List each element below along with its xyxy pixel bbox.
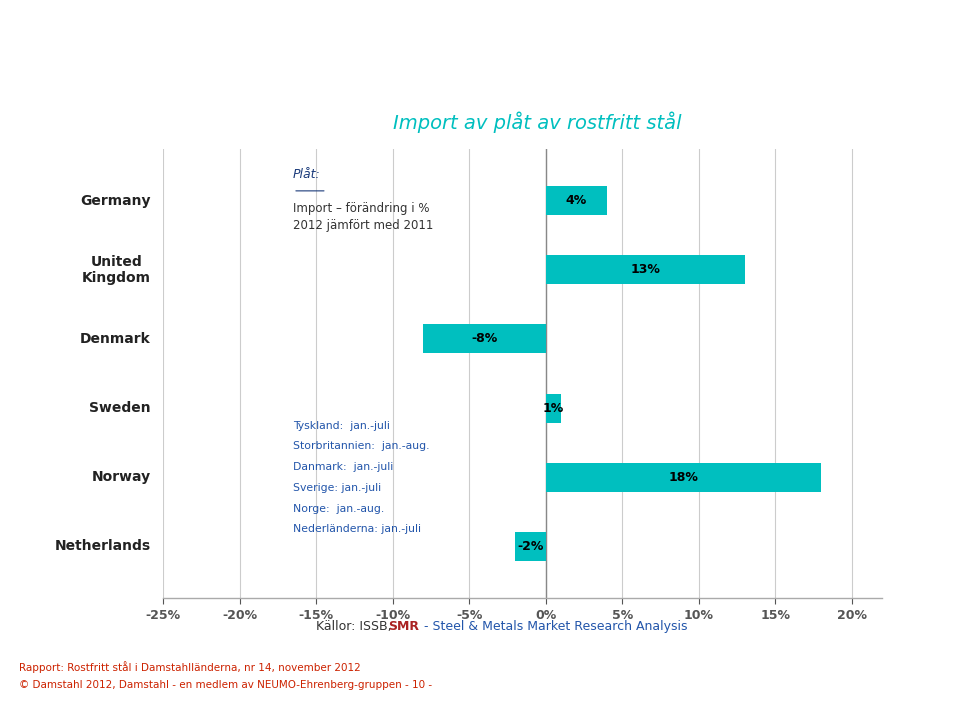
Text: United
Kingdom: United Kingdom: [82, 255, 151, 285]
Bar: [546, 186, 607, 215]
Text: Import – förändring i %
2012 jämfört med 2011: Import – förändring i % 2012 jämfört med…: [293, 202, 433, 232]
Bar: [423, 324, 546, 353]
Text: Germany: Germany: [81, 193, 151, 207]
Text: © Damstahl 2012, Damstahl - en medlem av NEUMO-Ehrenberg-gruppen - 10 -: © Damstahl 2012, Damstahl - en medlem av…: [19, 680, 433, 690]
Text: SMR: SMR: [388, 620, 419, 633]
Text: Denmark: Denmark: [80, 332, 151, 346]
Text: Damstahlländerna – Plåtimporten 2012 jämfört med 2011: Damstahlländerna – Plåtimporten 2012 jäm…: [245, 21, 688, 38]
Text: Plåt:: Plåt:: [293, 169, 321, 181]
Text: Norge:  jan.-aug.: Norge: jan.-aug.: [293, 503, 385, 513]
Bar: [546, 255, 744, 284]
Text: 4%: 4%: [566, 194, 587, 207]
Bar: [546, 394, 561, 423]
Text: -2%: -2%: [517, 540, 544, 553]
Text: Källor: ISSB,: Källor: ISSB,: [316, 620, 396, 633]
Text: Import av plåt av rostfritt stål: Import av plåt av rostfritt stål: [393, 111, 681, 133]
Text: Sverige: jan.-juli: Sverige: jan.-juli: [293, 483, 382, 493]
Text: Danmark:  jan.-juli: Danmark: jan.-juli: [293, 462, 393, 472]
Text: Rapport: Rostfritt stål i Damstahlländerna, nr 14, november 2012: Rapport: Rostfritt stål i Damstahlländer…: [19, 661, 361, 673]
Text: Nederländerna: jan.-juli: Nederländerna: jan.-juli: [293, 524, 421, 535]
Text: Danmark och Nederländerna under samma period: Danmark och Nederländerna under samma pe…: [245, 74, 631, 89]
Text: 18%: 18%: [668, 471, 698, 484]
Text: Netherlands: Netherlands: [55, 539, 151, 554]
Text: Importen ökade i Storbritannien, Tyskland och Norge – men föll i: Importen ökade i Storbritannien, Tysklan…: [245, 48, 737, 63]
Text: Norway: Norway: [92, 470, 151, 484]
Bar: [546, 463, 821, 492]
Text: Sweden: Sweden: [89, 401, 151, 415]
Bar: [515, 532, 546, 561]
Text: 1%: 1%: [543, 401, 564, 415]
Text: Storbritannien:  jan.-aug.: Storbritannien: jan.-aug.: [293, 441, 430, 451]
Text: -8%: -8%: [471, 332, 498, 346]
Text: Tyskland:  jan.-juli: Tyskland: jan.-juli: [293, 421, 390, 430]
Text: 13%: 13%: [630, 263, 660, 276]
Text: - Steel & Metals Market Research Analysis: - Steel & Metals Market Research Analysi…: [420, 620, 688, 633]
